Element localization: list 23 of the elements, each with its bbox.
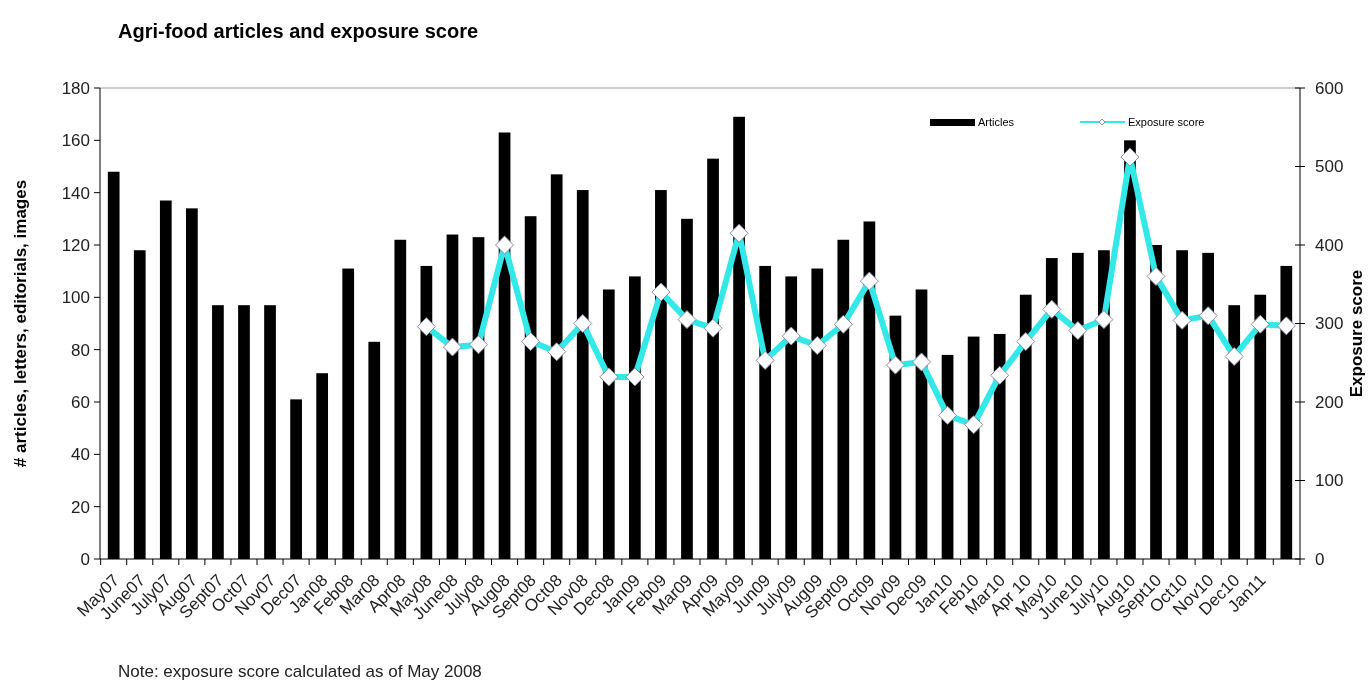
- chart-title: Agri-food articles and exposure score: [118, 20, 479, 42]
- y2-tick-label: 500: [1315, 157, 1344, 177]
- y-tick-label: 20: [71, 497, 90, 517]
- y2-tick-label: 100: [1315, 471, 1344, 491]
- y-tick-label: 160: [61, 131, 90, 151]
- y2-tick-label: 400: [1315, 235, 1344, 255]
- y-tick-label: 180: [61, 78, 90, 98]
- y2-tick-label: 300: [1315, 314, 1344, 334]
- y2-tick-label: 0: [1315, 549, 1325, 569]
- y-tick-label: 120: [61, 235, 90, 255]
- y2-tick-label: 600: [1315, 78, 1344, 98]
- y-tick-label: 80: [71, 340, 90, 360]
- y-tick-label: 60: [71, 392, 90, 412]
- text: Note: exposure score calculated as of May 2008: [118, 662, 482, 681]
- y-tick-label: 140: [61, 183, 90, 203]
- legend-label: Articles: [978, 115, 1015, 128]
- y2-axis-title: Exposure score: [1347, 269, 1366, 398]
- y-tick-label: 0: [80, 549, 90, 569]
- y-axis-title: # articles, letters, editorials, images: [11, 179, 30, 468]
- legend-label: Exposure score: [1128, 115, 1205, 128]
- y-tick-label: 40: [71, 445, 90, 465]
- y-tick-label: 100: [61, 288, 90, 308]
- y2-tick-label: 200: [1315, 392, 1344, 412]
